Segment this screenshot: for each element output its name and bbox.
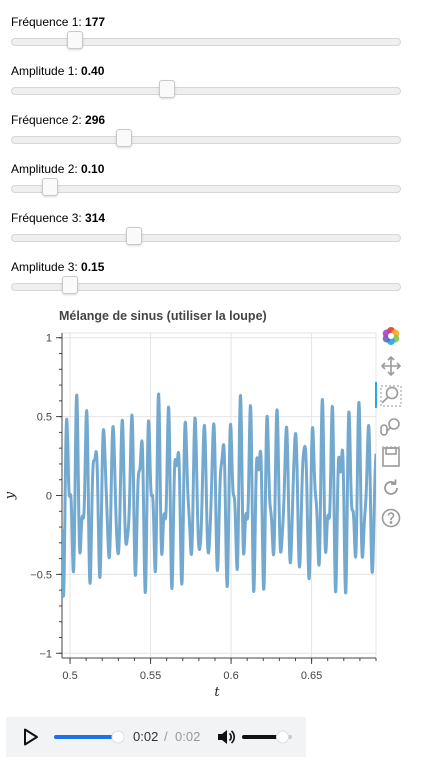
slider-value: 314 xyxy=(85,211,106,225)
slider-label: Amplitude 2: xyxy=(11,162,82,176)
slider-label: Amplitude 3: xyxy=(11,260,82,274)
slider-track[interactable] xyxy=(11,136,401,144)
slider-handle[interactable] xyxy=(42,178,58,196)
wheel-zoom-icon[interactable] xyxy=(380,416,402,438)
slider-value: 177 xyxy=(85,15,106,29)
reset-icon[interactable] xyxy=(380,477,402,499)
slider-label: Fréquence 3: xyxy=(11,211,86,225)
y-tick-label: 0.5 xyxy=(37,412,52,424)
mute-button[interactable] xyxy=(216,728,236,751)
pan-icon[interactable] xyxy=(380,355,402,377)
slider-handle[interactable] xyxy=(61,276,78,294)
slider-handle[interactable] xyxy=(159,80,175,98)
plot-title: Mélange de sinus (utiliser la loupe) xyxy=(59,309,267,323)
slider-knob[interactable] xyxy=(276,730,289,744)
active-tool-indicator xyxy=(375,382,377,408)
slider-label: Fréquence 1: xyxy=(11,15,86,29)
x-tick-label: 0.6 xyxy=(223,670,238,682)
slider-row: Amplitude 2: 0.10 xyxy=(11,161,401,196)
volume-slider[interactable] xyxy=(242,730,294,749)
save-icon[interactable] xyxy=(380,446,402,468)
slider-row: Amplitude 1: 0.40 xyxy=(11,63,401,98)
slider-row: Amplitude 3: 0.15 xyxy=(11,259,401,294)
slider-title: Amplitude 2: 0.10 xyxy=(11,161,401,177)
y-tick-label: 1 xyxy=(46,333,52,345)
slider-track[interactable] xyxy=(11,87,401,95)
slider-handle[interactable] xyxy=(116,129,133,147)
help-icon[interactable] xyxy=(380,507,402,529)
x-tick-label: 0.65 xyxy=(301,670,322,682)
slider-value: 0.40 xyxy=(81,64,105,78)
x-axis-label: t xyxy=(214,685,220,700)
slider-label: Amplitude 1: xyxy=(11,64,82,78)
slider-row: Fréquence 1: 177 xyxy=(11,14,401,49)
slider-handle[interactable] xyxy=(67,31,84,49)
audio-player: 0:02 / 0:02 xyxy=(6,717,306,757)
audio-total-time: 0:02 xyxy=(175,729,201,744)
slider-label: Fréquence 2: xyxy=(11,113,86,127)
audio-progress-slider[interactable] xyxy=(54,730,126,749)
slider-row: Fréquence 3: 314 xyxy=(11,210,401,245)
audio-time-separator: / xyxy=(164,729,168,744)
y-tick-label: −0.5 xyxy=(30,569,52,581)
play-icon xyxy=(24,728,38,746)
volume-icon xyxy=(218,730,236,744)
slider-value: 0.15 xyxy=(81,260,105,274)
y-axis-label: y xyxy=(3,491,18,500)
slider-track[interactable] xyxy=(11,283,401,291)
box-zoom-icon[interactable] xyxy=(380,385,402,407)
slider-title: Fréquence 2: 296 xyxy=(11,112,401,128)
slider-title: Amplitude 1: 0.40 xyxy=(11,63,401,79)
slider-title: Amplitude 3: 0.15 xyxy=(11,259,401,275)
y-tick-label: 0 xyxy=(46,491,52,503)
signal-line xyxy=(62,392,376,598)
slider-title: Fréquence 3: 314 xyxy=(11,210,401,226)
x-tick-label: 0.5 xyxy=(62,670,77,682)
slider-track[interactable] xyxy=(11,38,401,46)
slider-title: Fréquence 1: 177 xyxy=(11,14,401,30)
slider-track[interactable] xyxy=(11,234,401,242)
bokeh-logo-icon[interactable] xyxy=(380,325,402,347)
x-tick-label: 0.55 xyxy=(140,670,161,682)
slider-track[interactable] xyxy=(11,185,401,193)
slider-handle[interactable] xyxy=(125,227,142,245)
play-button[interactable] xyxy=(23,728,39,751)
slider-fill xyxy=(242,735,285,739)
sine-mix-plot[interactable]: Mélange de sinus (utiliser la loupe) 1 0.5… xyxy=(0,300,423,710)
slider-value: 0.10 xyxy=(81,162,105,176)
slider-row: Fréquence 2: 296 xyxy=(11,112,401,147)
slider-knob[interactable] xyxy=(111,730,125,744)
y-tick-label: −1 xyxy=(39,648,52,660)
slider-value: 296 xyxy=(85,113,106,127)
audio-current-time: 0:02 xyxy=(133,729,159,744)
slider-fill xyxy=(54,735,124,739)
